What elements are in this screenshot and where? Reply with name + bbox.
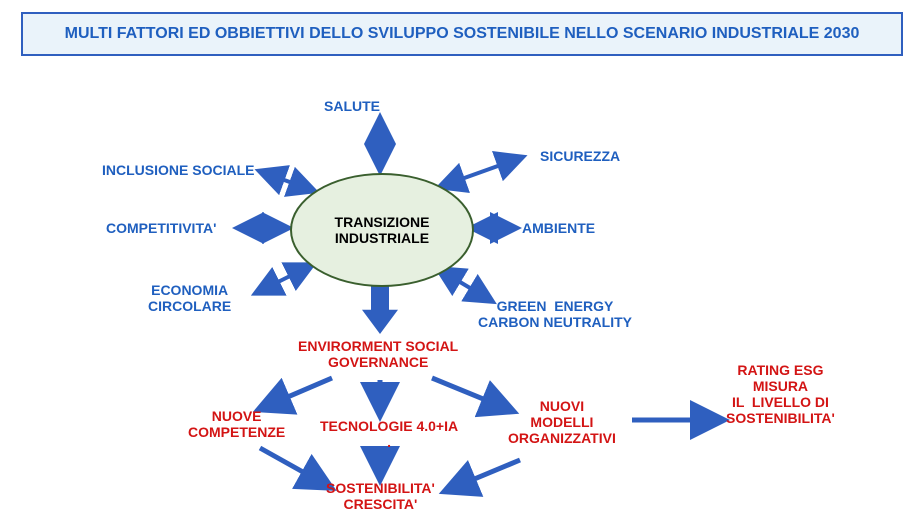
arrow-a-nuovecomp bbox=[262, 378, 332, 408]
diagram-stage: MULTI FATTORI ED OBBIETTIVI DELLO SVILUP… bbox=[0, 0, 924, 520]
arrow-a-sost3 bbox=[448, 460, 520, 490]
label-competitivita: COMPETITIVITA' bbox=[106, 220, 216, 236]
arrow-a-sicurezza bbox=[442, 158, 520, 186]
center-ellipse-text: TRANSIZIONE INDUSTRIALE bbox=[335, 214, 430, 246]
arrow-a-econ bbox=[258, 266, 310, 292]
label-nuovimod: NUOVI MODELLI ORGANIZZATIVI bbox=[508, 398, 616, 446]
label-sicurezza: SICUREZZA bbox=[540, 148, 620, 164]
label-econ: ECONOMIA CIRCOLARE bbox=[148, 282, 231, 314]
arrow-a-modelli bbox=[432, 378, 510, 410]
center-ellipse: TRANSIZIONE INDUSTRIALE bbox=[290, 173, 474, 287]
label-esg: ENVIRORMENT SOCIAL GOVERNANCE bbox=[298, 338, 458, 370]
label-salute: SALUTE bbox=[324, 98, 380, 114]
arrow-a-sost2 bbox=[260, 448, 328, 486]
arrow-layer bbox=[0, 0, 924, 520]
big-down-arrow bbox=[362, 280, 398, 334]
label-tecnologie: TECNOLOGIE 4.0+IA . bbox=[320, 418, 458, 450]
label-nuovecomp: NUOVE COMPETENZE bbox=[188, 408, 285, 440]
arrow-a-incl bbox=[262, 172, 312, 190]
label-inclusione: INCLUSIONE SOCIALE bbox=[102, 162, 254, 178]
arrow-a-green bbox=[440, 270, 490, 300]
label-green: GREEN ENERGY CARBON NEUTRALITY bbox=[478, 298, 632, 330]
label-rating: RATING ESG MISURA IL LIVELLO DI SOSTENIB… bbox=[726, 362, 835, 426]
label-sostenib: SOSTENIBILITA' CRESCITA' bbox=[326, 480, 435, 512]
label-ambiente: AMBIENTE bbox=[522, 220, 595, 236]
